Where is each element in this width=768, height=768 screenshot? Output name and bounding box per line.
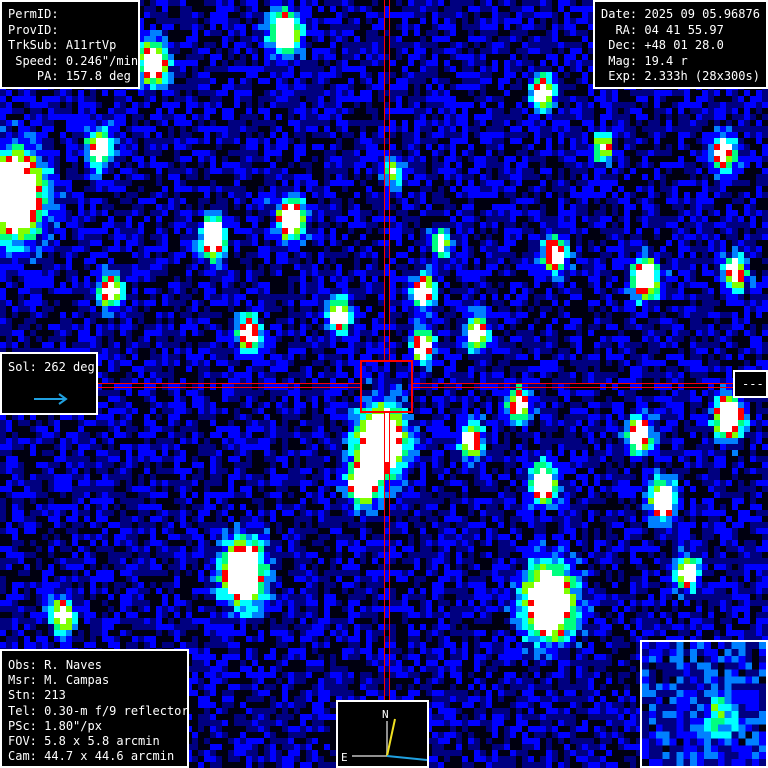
sun-direction-vector [386, 755, 428, 761]
obs-row: Obs: R. Naves [8, 658, 187, 673]
crosshair-horizontal-top [98, 383, 360, 384]
fov-label: FOV: [8, 734, 37, 749]
msr-row: Msr: M. Campas [8, 673, 187, 688]
crosshair-vertical-left-lower [384, 413, 385, 700]
prov-id-row: ProvID: [8, 23, 138, 39]
mag-row: Mag: 19.4 r [601, 54, 766, 70]
sol-row: Sol: 262 deg [8, 360, 96, 376]
msr-label: Msr: [8, 673, 37, 688]
exp-row: Exp: 2.333h (28x300s) [601, 69, 766, 85]
sol-label: Sol: [8, 360, 37, 374]
stn-label: Stn: [8, 688, 37, 703]
side-marker-label: --- [742, 377, 764, 391]
pa-value: 157.8 deg [65, 69, 131, 83]
dec-value: +48 01 28.0 [644, 38, 724, 52]
thumbnail-image [642, 642, 766, 766]
psc-value: 1.80"/px [44, 718, 102, 733]
mag-value: 19.4 r [644, 53, 688, 68]
speed-row: Speed: 0.246"/min [8, 54, 138, 70]
target-info-panel: PermID: ProvID: TrkSub: A11rtVp Speed: 0… [0, 0, 140, 89]
crosshair-horizontal-bottom [98, 387, 360, 388]
dec-label: Dec: [601, 38, 638, 52]
exp-label: Exp: [601, 69, 638, 83]
ra-row: RA: 04 41 55.97 [601, 23, 766, 39]
dec-row: Dec: +48 01 28.0 [601, 38, 766, 54]
exp-value: 2.333h (28x300s) [644, 69, 760, 83]
date-label: Date: [601, 7, 638, 21]
obs-value: R. Naves [44, 658, 102, 672]
psc-label: PSc: [8, 718, 37, 733]
north-label: N [382, 708, 389, 721]
side-marker-panel: --- [733, 370, 768, 398]
sol-value: 262 deg [44, 360, 95, 374]
stn-row: Stn: 213 [8, 688, 187, 703]
tel-row: Tel: 0.30-m f/9 reflector [8, 703, 189, 719]
ra-value: 04 41 55.97 [644, 22, 724, 37]
tel-label: Tel: [8, 703, 37, 718]
mag-label: Mag: [601, 53, 638, 68]
fov-row: FOV: 5.8 x 5.8 arcmin [8, 734, 187, 749]
compass-icon: N E [341, 708, 428, 764]
date-row: Date: 2025 09 05.96876 [601, 7, 766, 23]
ra-label: RA: [601, 22, 638, 37]
stn-value: 213 [44, 688, 66, 703]
msr-value: M. Campas [44, 673, 110, 688]
tel-value: 0.30-m f/9 reflector [44, 703, 189, 718]
crosshair-vertical-left [384, 0, 385, 360]
cam-value: 44.7 x 44.6 arcmin [44, 749, 175, 764]
target-zoom-thumbnail [640, 640, 768, 768]
east-label: E [341, 751, 348, 764]
date-value: 2025 09 05.96876 [644, 7, 760, 21]
crosshair-horizontal-top-right [413, 383, 733, 384]
trksub-label: TrkSub: [8, 38, 59, 52]
perm-id-label: PermID: [8, 7, 59, 21]
speed-value: 0.246"/min [65, 53, 139, 68]
solar-elongation-panel: Sol: 262 deg [0, 352, 98, 415]
pa-row: PA: 157.8 deg [8, 69, 138, 85]
arrow-right-icon [34, 393, 68, 405]
perm-id-row: PermID: [8, 7, 138, 23]
compass-panel: N E [336, 700, 429, 768]
obs-label: Obs: [8, 658, 37, 672]
fov-value: 5.8 x 5.8 arcmin [44, 734, 160, 749]
observer-info-panel: Obs: R. Naves Msr: M. Campas Stn: 213 Te… [0, 649, 189, 768]
speed-label: Speed: [8, 53, 59, 68]
cam-label: Cam: [8, 749, 37, 764]
prov-id-label: ProvID: [8, 22, 59, 37]
trksub-value: A11rtVp [65, 38, 117, 52]
target-reticle-box [360, 360, 413, 413]
pa-label: PA: [8, 69, 59, 83]
trksub-row: TrkSub: A11rtVp [8, 38, 138, 54]
psc-row: PSc: 1.80"/px [8, 719, 187, 734]
crosshair-horizontal-bottom-right [413, 387, 733, 388]
observation-info-panel: Date: 2025 09 05.96876 RA: 04 41 55.97 D… [593, 0, 768, 89]
motion-direction-vector [386, 718, 396, 757]
cam-row: Cam: 44.7 x 44.6 arcmin [8, 749, 187, 764]
crosshair-vertical-right [389, 0, 390, 360]
crosshair-vertical-right-lower [389, 413, 390, 700]
